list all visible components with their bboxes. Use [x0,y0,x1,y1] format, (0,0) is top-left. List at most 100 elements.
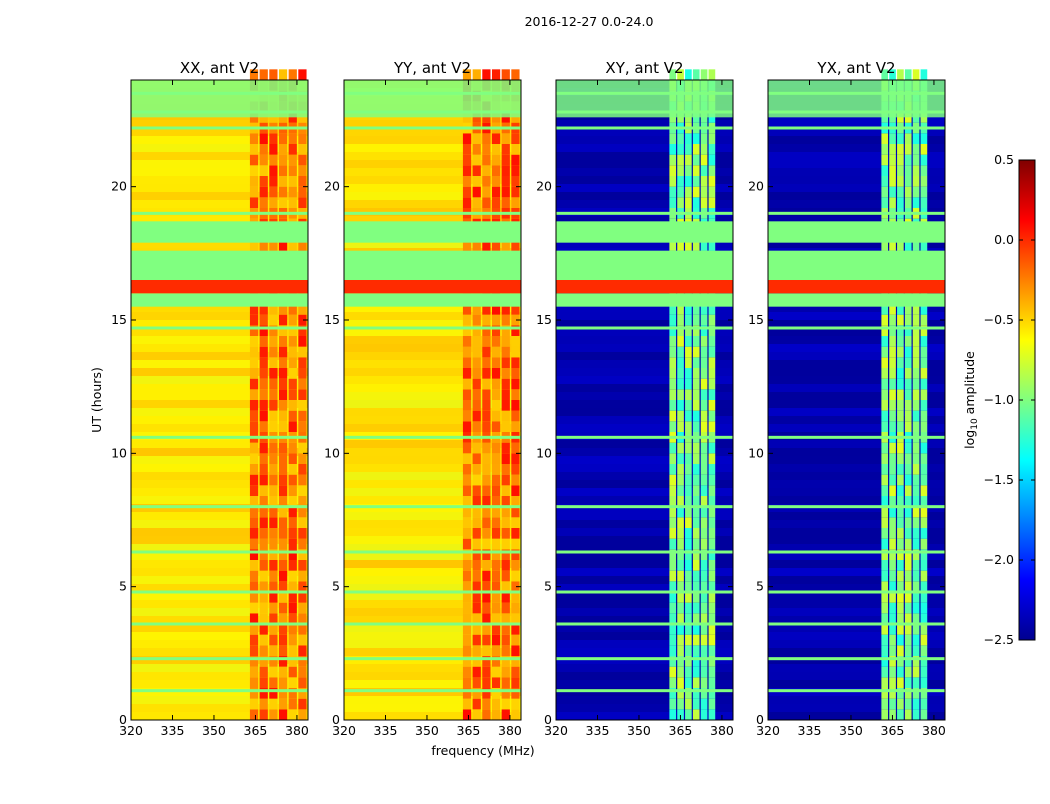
heatmap-row [768,216,945,224]
heatmap-band-cell [259,325,268,336]
heatmap-band-cell [700,453,708,464]
heatmap-row [768,472,945,480]
heatmap-row [556,552,733,560]
heatmap-band-cell [700,549,708,560]
heatmap-band-cell [278,474,288,486]
panel-frame [130,79,309,721]
heatmap-band-cell [269,197,278,208]
heatmap-band-cell [700,410,708,422]
heatmap-band-cell [912,357,920,368]
heatmap-band-cell [889,69,896,80]
heatmap-row [556,696,733,704]
heatmap-band-cell [708,368,716,379]
heatmap-band-cell [920,688,928,699]
heatmap-band-cell [669,176,677,187]
heatmap-band-cell [482,709,491,720]
y-tick-label: 5 [332,579,340,594]
heatmap-band-cell [920,442,928,454]
heatmap-band-cell [269,570,278,582]
heatmap-band-cell [912,69,920,80]
x-tick-label: 365 [669,723,693,738]
heatmap-row [131,560,308,568]
heatmap-band-cell [269,464,278,475]
heatmap-row [556,680,733,688]
heatmap-band-cell [249,154,259,166]
heatmap-band-cell [288,634,297,646]
heatmap-band-cell [249,197,259,208]
heatmap-band-cell [511,602,520,614]
heatmap-band-cell [462,528,472,539]
heatmap-band-cell [685,154,692,166]
heatmap-band-cell [249,666,259,678]
heatmap-band-cell [881,613,889,624]
heatmap-band-cell [708,325,716,336]
heatmap-row [344,424,521,432]
heatmap-row [131,696,308,704]
heatmap-band-cell [912,314,920,326]
heatmap-row [768,640,945,648]
heatmap-band-cell [889,538,896,550]
heatmap-band-cell [708,517,716,528]
heatmap-band-cell [298,240,307,251]
panel-frame [343,79,522,721]
heatmap-band-cell [912,560,920,571]
heatmap-row [768,552,945,560]
heatmap-band-cell [298,645,307,656]
heatmap-band-cell [904,517,912,528]
heatmap-band-cell [462,698,472,710]
heatmap-band-cell [511,709,520,720]
heatmap-band-cell [904,645,912,656]
heatmap-band-cell [881,677,889,688]
heatmap-band-cell [881,506,889,518]
heatmap-band-cell [482,656,491,667]
heatmap-row [131,192,308,200]
heatmap-band-cell [259,154,268,166]
heatmap-band-cell [298,346,307,358]
heatmap-band-cell [501,496,510,507]
heatmap-band-cell [511,240,520,251]
heatmap-row [131,368,308,376]
heatmap-band-cell [278,389,288,400]
heatmap-band-cell [920,666,928,678]
heatmap-band-cell [472,677,481,688]
panel-title: YX, ant V2 [816,59,895,77]
heatmap-band-cell [278,517,288,528]
heatmap-band-cell [897,592,904,603]
heatmap-band-cell [269,240,278,251]
colorbar-tick-label: −2.0 [984,552,1014,567]
flagged-line [556,622,733,626]
flagged-line [768,435,945,439]
heatmap-row [768,360,945,368]
heatmap-row [344,400,521,408]
heatmap-band-cell [897,560,904,571]
heatmap-band-cell [685,389,692,400]
heatmap-band-cell [881,442,889,454]
heatmap-band-cell [904,186,912,198]
heatmap-band-cell [511,677,520,688]
heatmap-band-cell [259,517,268,528]
panel-3: YX, ant V2 320 335 350 365 380 0 5 10 15 20 [748,59,946,738]
heatmap-band-cell [692,165,700,176]
heatmap-band-cell [288,133,297,144]
heatmap-band-cell [249,144,259,155]
heatmap-row [556,520,733,528]
heatmap-band-cell [677,368,684,379]
heatmap-band-cell [669,560,677,571]
heatmap-row [344,520,521,528]
heatmap-band-cell [462,613,472,624]
heatmap-band-cell [700,666,708,678]
heatmap-band-cell [881,592,889,603]
heatmap-band-cell [482,560,491,571]
heatmap-band-cell [881,186,889,198]
heatmap-band-cell [889,336,896,347]
heatmap-band-cell [881,69,889,80]
heatmap-band-cell [889,592,896,603]
heatmap-band-cell [669,496,677,507]
heatmap-band-cell [259,677,268,688]
heatmap-band-cell [708,400,716,411]
heatmap-band-cell [501,400,510,411]
heatmap-band-cell [692,357,700,368]
heatmap-band-cell [298,613,307,624]
heatmap-band-cell [298,709,307,720]
heatmap-band-cell [501,154,510,166]
